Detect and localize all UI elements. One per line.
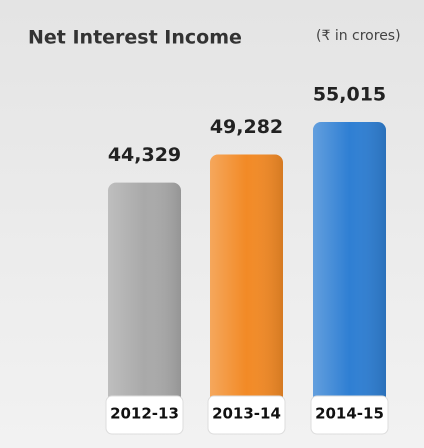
chart-subtitle: (₹ in crores): [316, 28, 401, 44]
category-box: [105, 395, 184, 435]
bar-shine: [210, 154, 283, 434]
chart-title: Net Interest Income: [28, 27, 242, 49]
x-tick-label: 2014-15: [315, 405, 384, 423]
bar-shine: [108, 182, 181, 434]
value-label: 55,015: [313, 84, 386, 106]
x-tick-label: 2013-14: [212, 405, 281, 423]
x-tick-label: 2012-13: [110, 405, 179, 423]
category-box: [310, 395, 389, 435]
category-box: [207, 395, 286, 435]
value-label: 49,282: [210, 116, 283, 138]
value-label: 44,329: [108, 144, 181, 166]
bar-shine: [313, 122, 386, 434]
